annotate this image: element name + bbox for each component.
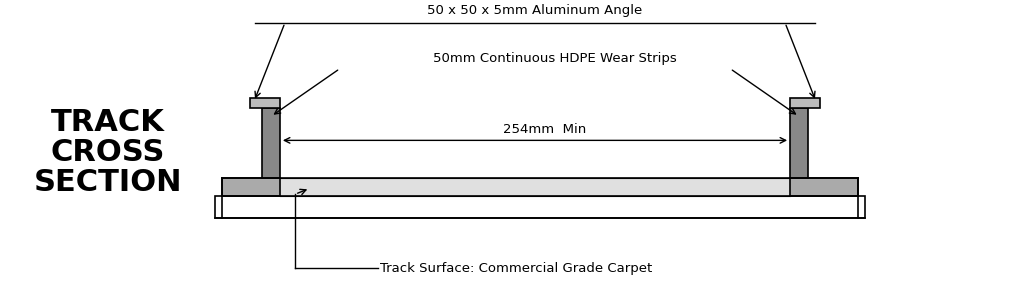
Bar [215, 196, 865, 218]
Text: 50 x 50 x 5mm Aluminum Angle: 50 x 50 x 5mm Aluminum Angle [427, 4, 643, 17]
Text: 254mm  Min: 254mm Min [504, 123, 587, 136]
Bar [250, 98, 280, 109]
Bar [790, 98, 820, 109]
Bar [222, 178, 280, 196]
Bar [790, 109, 808, 178]
Bar [262, 109, 280, 178]
Bar [790, 178, 858, 196]
Text: 50mm Continuous HDPE Wear Strips: 50mm Continuous HDPE Wear Strips [433, 52, 677, 64]
Text: TRACK
CROSS
SECTION: TRACK CROSS SECTION [34, 108, 182, 197]
Bar [280, 178, 790, 196]
Text: Track Surface: Commercial Grade Carpet: Track Surface: Commercial Grade Carpet [380, 261, 652, 275]
